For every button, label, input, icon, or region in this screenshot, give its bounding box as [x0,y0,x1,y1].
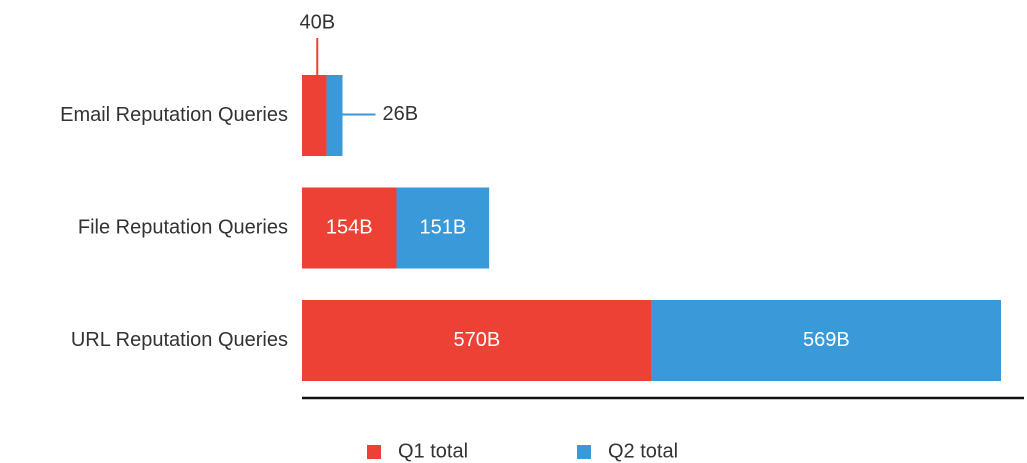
value-label: 154B [326,216,373,238]
category-label: File Reputation Queries [78,216,288,238]
bar-segment [302,187,397,269]
value-label: 151B [419,216,466,238]
value-label: 570B [454,329,501,351]
legend-swatch [577,445,591,459]
value-label: 40B [299,11,335,33]
legend-swatch [367,445,381,459]
bar-segment [396,187,490,269]
bar-segment [302,300,652,381]
value-label: 569B [803,329,850,351]
category-label: URL Reputation Queries [71,329,288,351]
bar-segment [326,75,343,156]
legend-label: Q2 total [608,440,678,462]
value-label: 26B [383,103,419,125]
bar-segment [651,300,1001,381]
bar-segment [302,75,327,156]
legend-label: Q1 total [398,440,468,462]
category-label: Email Reputation Queries [60,104,288,126]
